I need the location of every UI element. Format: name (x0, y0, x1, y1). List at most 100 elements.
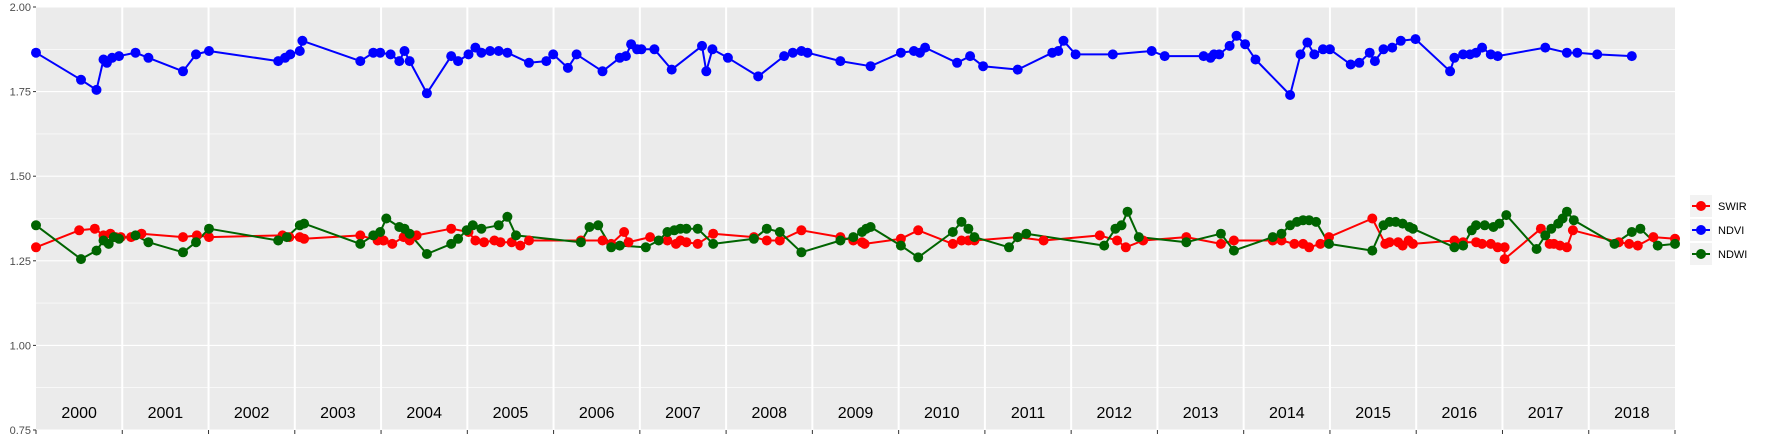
ndwi-data-point (1458, 240, 1469, 251)
ndwi-data-point (273, 235, 284, 246)
year-label-2017: 2017 (1528, 405, 1564, 422)
ndvi-data-point (787, 47, 798, 58)
ndwi-data-point (1561, 206, 1572, 217)
ndvi-data-point (666, 64, 677, 75)
ndwi-data-point (1479, 220, 1490, 231)
ndwi-data-point (143, 237, 154, 248)
ndvi-data-point (701, 66, 712, 77)
y-tick-label: 1.75 (10, 87, 31, 99)
swir-data-point (178, 232, 188, 243)
ndvi-data-point (1345, 59, 1356, 70)
year-label-2006: 2006 (579, 405, 615, 422)
ndwi-data-point (692, 223, 703, 234)
ndwi-data-point (1449, 242, 1460, 253)
ndwi-data-point (381, 213, 392, 224)
ndvi-data-point (1369, 56, 1380, 67)
swir-data-point (1038, 235, 1049, 246)
ndvi-data-point (1592, 49, 1603, 60)
ndvi-data-point (476, 47, 487, 58)
ndwi-data-point (640, 242, 651, 253)
legend-label-ndwi: NDWI (1718, 249, 1747, 261)
ndvi-data-point (1309, 49, 1320, 60)
ndwi-data-point (1267, 232, 1278, 243)
swir-data-point (74, 225, 85, 236)
swir-data-point (299, 233, 310, 244)
ndvi-data-point (1572, 47, 1583, 58)
ndvi-data-point (952, 57, 963, 68)
ndvi-data-point (753, 71, 764, 82)
ndwi-data-point (848, 232, 859, 243)
ndvi-data-point (297, 35, 308, 46)
ndwi-data-point (1609, 238, 1620, 249)
ndwi-data-point (1494, 218, 1505, 229)
swir-data-point (446, 223, 457, 234)
ndvi-data-point (1070, 49, 1081, 60)
ndvi-data-point (421, 88, 432, 99)
ndvi-data-point (1058, 35, 1069, 46)
ndwi-data-point (1471, 220, 1482, 231)
ndwi-data-point (191, 237, 201, 248)
swir-data-point (204, 232, 214, 243)
ndvi-data-point (404, 56, 415, 67)
ndwi-data-point (895, 240, 906, 251)
ndvi-data-point (1477, 42, 1488, 53)
ndvi-data-point (1302, 37, 1313, 48)
ndvi-data-point (446, 51, 457, 62)
year-label-2009: 2009 (838, 405, 874, 422)
ndvi-data-point (1295, 49, 1306, 60)
swir-data-point (515, 240, 526, 251)
ndwi-data-point (1546, 223, 1557, 234)
ndvi-data-point (1159, 51, 1170, 62)
ndvi-data-point (548, 49, 559, 60)
swir-data-point (708, 228, 719, 239)
ndwi-data-point (130, 230, 141, 241)
swir-data-point (1648, 232, 1659, 243)
ndvi-data-point (453, 56, 464, 67)
year-label-2001: 2001 (148, 405, 184, 422)
ndwi-data-point (76, 254, 86, 265)
ndvi-data-point (1540, 42, 1551, 53)
y-tick-label: 0.75 (10, 425, 31, 437)
ndwi-data-point (1540, 230, 1551, 241)
year-label-2004: 2004 (406, 405, 442, 422)
ndvi-data-point (920, 42, 931, 53)
ndwi-data-point (708, 238, 719, 249)
swir-data-point (623, 237, 634, 248)
ndvi-data-point (1449, 52, 1460, 63)
ndvi-data-point (1445, 66, 1456, 77)
ndwi-data-point (453, 233, 464, 244)
ndvi-data-point (1012, 64, 1023, 75)
swir-data-point (479, 237, 489, 248)
ndvi-data-point (1285, 90, 1296, 100)
swir-data-point (1492, 242, 1503, 253)
ndwi-data-point (1116, 220, 1127, 231)
year-label-2010: 2010 (924, 405, 960, 422)
ndwi-data-point (835, 235, 846, 246)
ndwi-data-point (375, 227, 386, 237)
ndwi-data-point (575, 237, 586, 248)
ndvi-data-point (130, 47, 141, 58)
ndvi-data-point (1107, 49, 1118, 60)
swir-data-point (1407, 238, 1418, 249)
swir-data-point (470, 235, 481, 246)
ndvi-data-point (1626, 51, 1637, 62)
swir-data-point (1112, 235, 1123, 246)
ndvi-data-point (178, 66, 188, 77)
ndwi-data-point (1407, 223, 1418, 234)
ndwi-data-point (511, 230, 521, 241)
ndvi-data-point (1318, 44, 1328, 55)
legend: SWIR NDVI NDWI (1690, 195, 1747, 265)
year-label-2012: 2012 (1096, 405, 1132, 422)
ndwi-data-point (653, 235, 664, 246)
swir-data-point (387, 238, 398, 249)
swir-data-point (1624, 238, 1635, 249)
ndwi-data-point (103, 238, 114, 249)
ndvi-data-point (978, 61, 989, 72)
ndwi-data-point (956, 216, 967, 227)
x-axis (35, 430, 1676, 434)
ndwi-data-point (1181, 237, 1192, 248)
legend-label-ndvi: NDVI (1718, 225, 1744, 237)
ndwi-data-point (584, 222, 595, 232)
ndvi-data-point (779, 51, 790, 62)
